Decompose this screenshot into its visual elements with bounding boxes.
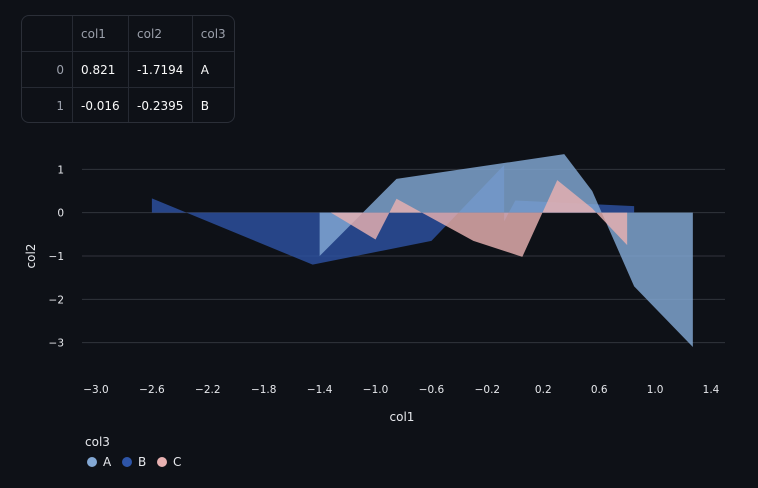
table-row: 1 -0.016 -0.2395 B (22, 87, 234, 122)
y-tick-label: 0 (57, 208, 64, 220)
x-axis-ticks: −3.0 −2.6 −2.2 −1.8 −1.4 −1.0 −0.6 −0.2 0.2 0.6 1.… (83, 384, 719, 396)
row-index[interactable]: 1 (22, 87, 73, 122)
x-tick-label: 0.2 (535, 384, 552, 396)
chart-areas (151, 154, 693, 347)
row-index[interactable]: 0 (22, 51, 73, 88)
cell-col1[interactable]: 0.821 (72, 51, 130, 88)
x-tick-label: −1.8 (251, 384, 277, 396)
data-table: col1 col2 col3 0 0.821 -1.7194 A 1 -0.01… (22, 16, 234, 122)
header-index[interactable] (22, 16, 73, 52)
y-tick-label: −2 (49, 294, 64, 306)
cell-col2[interactable]: -0.2395 (128, 87, 193, 122)
table-header-row: col1 col2 col3 (22, 16, 234, 52)
legend-title: col3 (85, 435, 110, 449)
x-tick-label: −2.2 (195, 384, 221, 396)
legend-swatch-C[interactable] (157, 457, 167, 467)
cell-col1[interactable]: -0.016 (72, 87, 130, 122)
area-series-A[interactable] (319, 154, 693, 347)
table-row: 0 0.821 -1.7194 A (22, 51, 234, 88)
x-tick-label: −3.0 (83, 384, 109, 396)
x-tick-label: 1.4 (703, 384, 720, 396)
x-tick-label: −2.6 (139, 384, 165, 396)
area-series-B[interactable] (151, 165, 635, 265)
legend-swatch-B[interactable] (122, 457, 132, 467)
x-tick-label: −0.2 (475, 384, 501, 396)
header-col3[interactable]: col3 (192, 16, 234, 52)
x-tick-label: 1.0 (647, 384, 664, 396)
legend-label-B[interactable]: B (138, 455, 146, 469)
cell-col3[interactable]: A (192, 51, 234, 88)
y-tick-label: −3 (49, 338, 64, 350)
area-series-C[interactable] (330, 180, 628, 257)
cell-col3[interactable]: B (200, 98, 210, 113)
header-col2[interactable]: col2 (128, 16, 193, 52)
x-tick-label: −0.6 (419, 384, 445, 396)
y-axis-ticks: 1 0 −1 −2 −3 (49, 164, 64, 349)
dataframe-table[interactable]: col1 col2 col3 0 0.821 -1.7194 A 1 -0.01… (21, 15, 235, 123)
cell-col2[interactable]: -1.7194 (128, 51, 193, 88)
legend-label-A[interactable]: A (103, 455, 112, 469)
y-tick-label: −1 (49, 251, 64, 263)
header-col1[interactable]: col1 (72, 16, 130, 52)
x-tick-label: 0.6 (591, 384, 608, 396)
legend-swatch-A[interactable] (87, 457, 97, 467)
x-tick-label: −1.4 (307, 384, 333, 396)
x-axis-title: col1 (390, 410, 415, 424)
x-tick-label: −1.0 (363, 384, 389, 396)
legend-label-C[interactable]: C (173, 455, 181, 469)
legend[interactable]: A B C (87, 455, 181, 469)
y-axis-title: col2 (24, 244, 38, 269)
y-tick-label: 1 (57, 164, 64, 176)
